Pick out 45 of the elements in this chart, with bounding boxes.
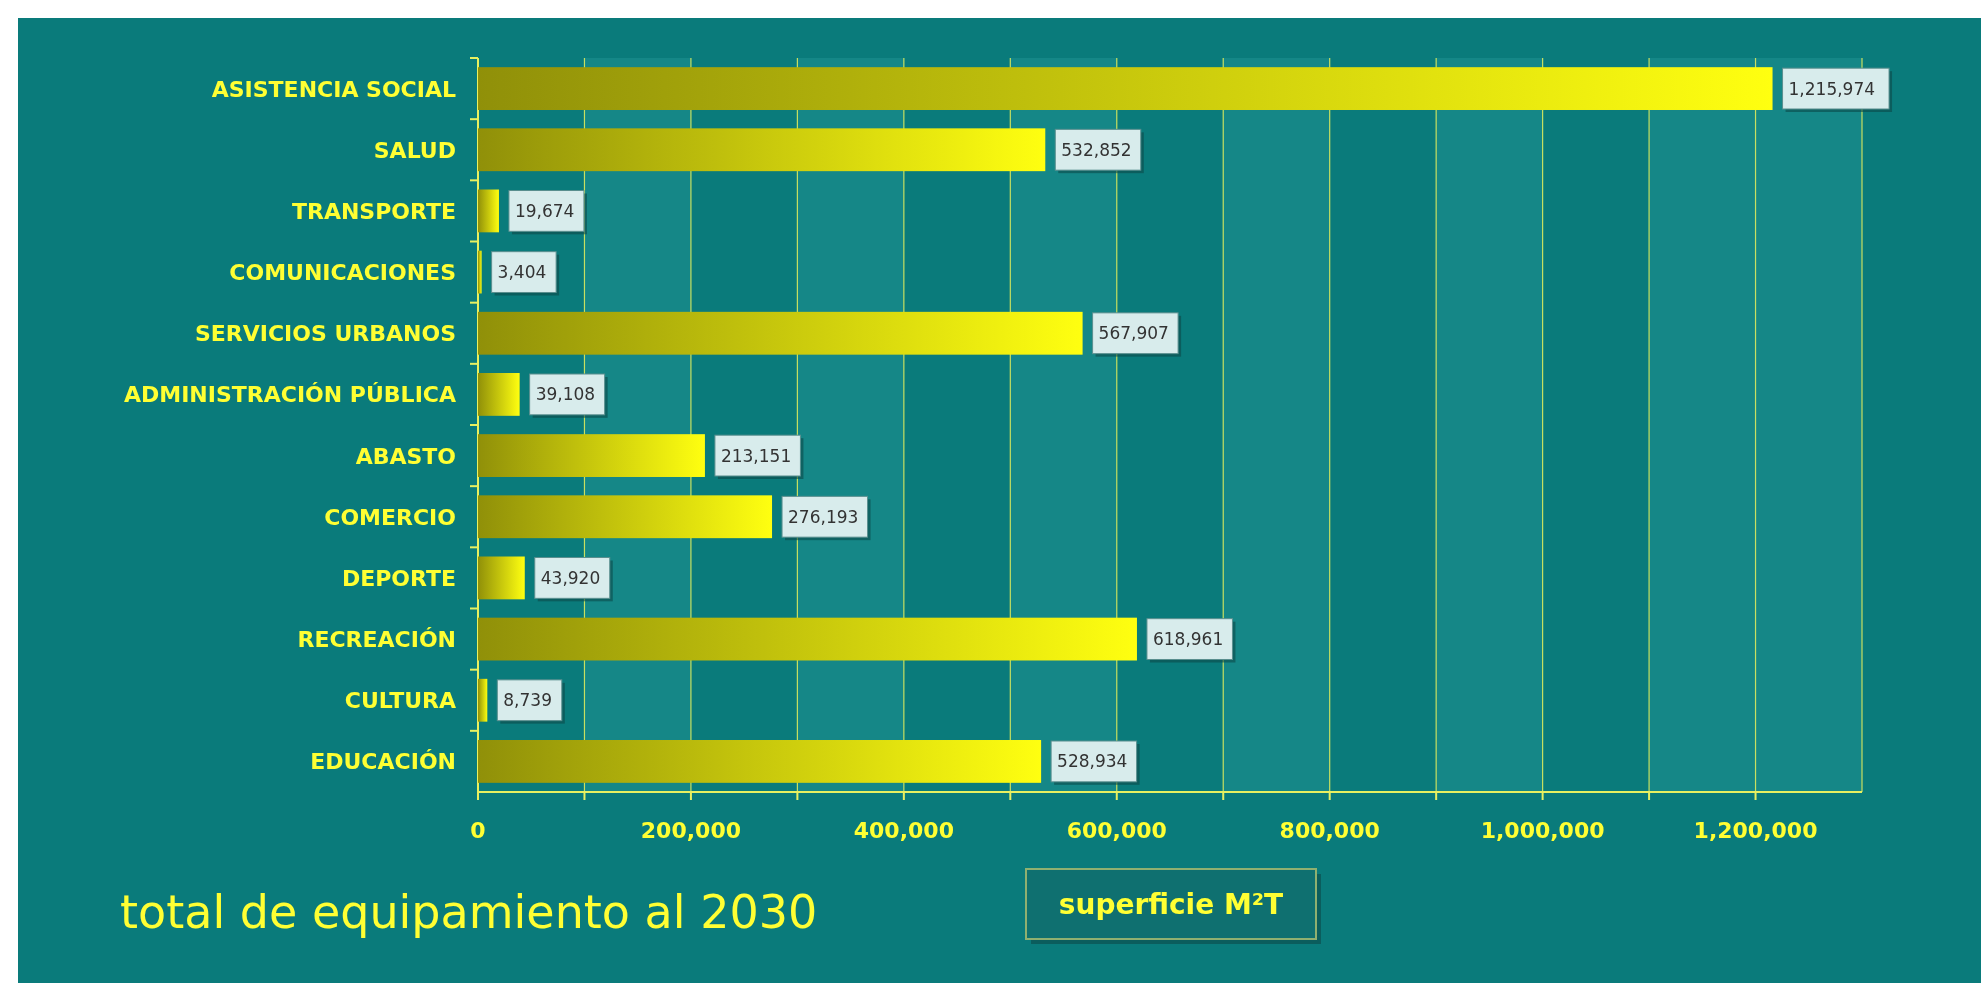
bar xyxy=(478,556,525,600)
data-label: 528,934 xyxy=(1057,751,1128,772)
y-tick-label: ADMINISTRACIÓN PÚBLICA xyxy=(123,382,456,408)
y-tick-label: RECREACIÓN xyxy=(297,627,456,653)
bar xyxy=(478,311,1083,355)
data-label: 39,108 xyxy=(535,384,596,405)
bar xyxy=(478,495,773,539)
data-label: 618,961 xyxy=(1152,629,1224,650)
y-tick-label: DEPORTE xyxy=(341,565,456,591)
data-label: 19,674 xyxy=(514,200,575,221)
y-tick-label: COMERCIO xyxy=(324,504,456,530)
bar xyxy=(478,434,705,477)
x-tick-label: 200,000 xyxy=(640,818,742,843)
data-label: 532,852 xyxy=(1061,139,1132,160)
x-tick-label: 1,000,000 xyxy=(1480,818,1605,843)
bar xyxy=(478,67,1773,110)
y-tick-label: COMUNICACIONES xyxy=(229,260,456,286)
y-tick-label: EDUCACIÓN xyxy=(310,749,456,775)
x-tick-label: 600,000 xyxy=(1066,818,1167,843)
data-label: 213,151 xyxy=(720,445,792,466)
data-label: 3,404 xyxy=(497,262,547,283)
x-axis-title: superficie M²T xyxy=(1058,888,1284,921)
x-tick-label: 400,000 xyxy=(853,818,954,843)
data-label: 567,907 xyxy=(1098,323,1169,344)
data-label: 276,193 xyxy=(788,506,859,527)
y-tick-label: ABASTO xyxy=(355,443,456,469)
bar xyxy=(478,250,482,294)
x-tick-label: 1,200,000 xyxy=(1693,818,1818,843)
data-label: 8,739 xyxy=(503,690,552,711)
data-label: 1,215,974 xyxy=(1788,78,1876,99)
y-tick-label: SALUD xyxy=(373,137,456,163)
y-tick-label: CULTURA xyxy=(344,688,456,714)
bar xyxy=(478,740,1042,783)
text: total de equipamiento al 2030 xyxy=(120,885,818,939)
x-tick-label: 800,000 xyxy=(1279,818,1380,843)
bar xyxy=(478,128,1046,172)
bar xyxy=(478,678,488,722)
bar xyxy=(478,189,499,233)
y-tick-label: TRANSPORTE xyxy=(291,198,456,224)
y-tick-label: ASISTENCIA SOCIAL xyxy=(211,76,456,102)
bar xyxy=(478,617,1137,661)
bar xyxy=(478,373,520,416)
x-tick-label: 0 xyxy=(470,818,486,843)
data-label: 43,920 xyxy=(540,567,601,588)
y-tick-label: SERVICIOS URBANOS xyxy=(194,321,456,347)
